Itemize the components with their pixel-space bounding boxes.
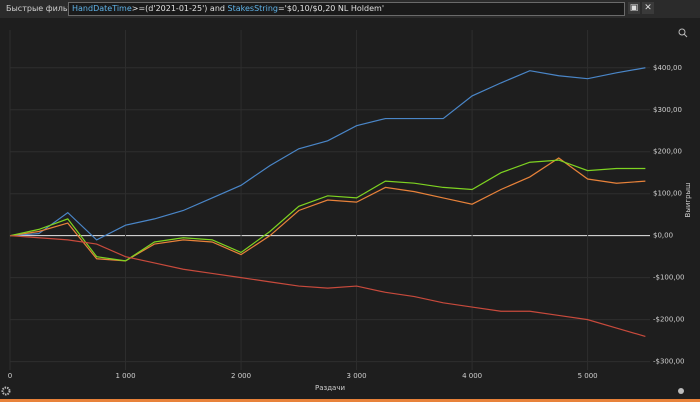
- save-button[interactable]: ▣: [628, 2, 640, 14]
- settings-icon[interactable]: [1, 386, 11, 396]
- x-tick-label: 3 000: [347, 372, 367, 380]
- series-line: [9, 235, 646, 337]
- query-token: StakesString: [227, 4, 278, 13]
- chart: Раздачи Выигрыш -$300,00 -$200,00 -$100,00…: [0, 18, 700, 402]
- y-tick-label: $400,00: [653, 64, 682, 72]
- y-tick-label: $0,00: [653, 232, 673, 240]
- filter-label: Быстрые фильт: [6, 4, 73, 13]
- y-tick-label: $200,00: [653, 148, 682, 156]
- x-tick-label: 2 000: [231, 372, 251, 380]
- y-tick-label: $100,00: [653, 190, 682, 198]
- y-tick-label: $300,00: [653, 106, 682, 114]
- series-line: [9, 157, 646, 262]
- query-token: ='$0,10/$0,20 NL Holdem': [277, 4, 385, 13]
- y-axis-title: Выигрыш: [684, 183, 692, 218]
- close-button[interactable]: ✕: [642, 2, 654, 14]
- toolbar: Быстрые фильт HandDateTime>=(d'2021-01-2…: [0, 0, 700, 18]
- y-tick-label: -$300,00: [653, 358, 684, 366]
- info-icon[interactable]: [678, 388, 684, 394]
- x-tick-label: 1 000: [116, 372, 136, 380]
- query-token: >=(d'2021-01-25') and: [131, 4, 228, 13]
- query-token: HandDateTime: [72, 4, 132, 13]
- y-tick-label: -$100,00: [653, 274, 684, 282]
- chart-bg: [0, 18, 700, 402]
- query-input[interactable]: HandDateTime>=(d'2021-01-25') and Stakes…: [68, 2, 625, 16]
- x-tick-label: 5 000: [578, 372, 598, 380]
- zoom-icon[interactable]: [678, 28, 688, 38]
- x-axis-title: Раздачи: [315, 384, 345, 392]
- bottom-border: [0, 399, 700, 402]
- x-tick-label: 4 000: [462, 372, 482, 380]
- series-line: [9, 159, 646, 262]
- y-tick-label: -$200,00: [653, 316, 684, 324]
- x-tick-label: 0: [8, 372, 12, 380]
- series-line: [9, 67, 646, 241]
